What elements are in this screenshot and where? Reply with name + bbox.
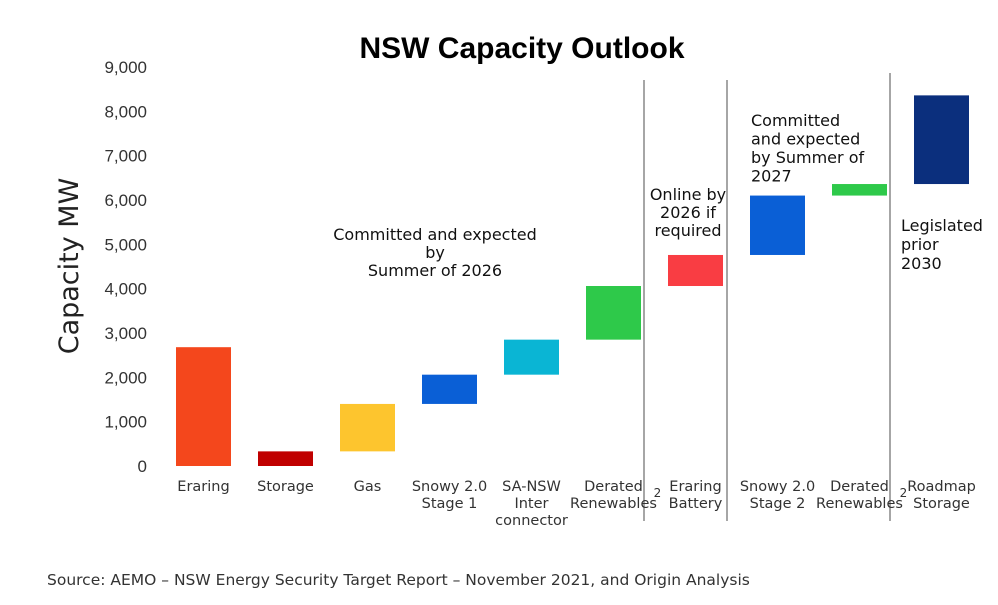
category-label: Derated (830, 479, 889, 495)
chart-title: NSW Capacity Outlook (359, 32, 684, 65)
category-label: connector (495, 513, 568, 529)
category-label: Renewables (816, 496, 903, 512)
footnote-marker: 2 (900, 486, 908, 500)
section-dividers (643, 73, 891, 521)
annotation-text: 2027 (751, 167, 792, 186)
bar (504, 339, 559, 375)
y-tick-label: 3,000 (104, 324, 147, 343)
source-note: Source: AEMO – NSW Energy Security Targe… (47, 571, 750, 589)
y-tick-label: 0 (138, 457, 147, 476)
annotation-text: required (654, 221, 721, 240)
y-tick-label: 2,000 (104, 368, 147, 387)
annotation-text: by Summer of (751, 148, 864, 167)
category-label: Renewables (570, 496, 657, 512)
y-tick-label: 6,000 (104, 191, 147, 210)
bar (258, 451, 313, 466)
footnote-marker: 2 (654, 486, 662, 500)
category-label: Battery (669, 496, 723, 512)
annotation-text: 2030 (901, 254, 942, 273)
y-axis-ticks: 0 1,000 2,000 3,000 4,000 5,000 6,000 7,000 8,00… (104, 58, 147, 476)
category-label: Stage 2 (750, 496, 806, 512)
category-label: Snowy 2.0 (412, 479, 487, 495)
annotation-text: 2026 if (660, 203, 716, 222)
annotation-text: and expected (751, 130, 860, 149)
category-label: Eraring (669, 479, 721, 495)
bar (340, 403, 395, 452)
y-tick-label: 5,000 (104, 235, 147, 254)
y-tick-label: 7,000 (104, 147, 147, 166)
annotation-text: Legislated (901, 216, 983, 235)
category-label: Roadmap (907, 479, 976, 495)
category-label: Gas (354, 479, 382, 495)
annotation-text: prior (901, 235, 939, 254)
category-label: Derated (584, 479, 643, 495)
y-axis-label: Capacity MW (54, 178, 85, 355)
bar (914, 95, 969, 185)
bars (176, 95, 969, 466)
bar (750, 195, 805, 255)
annotation-text: Summer of 2026 (368, 261, 502, 280)
category-label: Storage (257, 479, 314, 495)
y-tick-label: 4,000 (104, 280, 147, 299)
annotation-text: by (425, 243, 445, 262)
category-label: Storage (913, 496, 970, 512)
category-label: Stage 1 (422, 496, 478, 512)
category-label: Inter (514, 496, 548, 512)
annotation-text: Committed and expected (333, 225, 537, 244)
bar (176, 347, 231, 466)
y-tick-label: 8,000 (104, 102, 147, 121)
annotation-text: Committed (751, 111, 840, 130)
y-tick-label: 1,000 (104, 413, 147, 432)
y-tick-label: 9,000 (104, 58, 147, 77)
category-label: Eraring (177, 479, 229, 495)
annotation-text: Online by (650, 185, 726, 204)
bar (668, 254, 723, 287)
bar (832, 184, 887, 196)
bar (586, 286, 641, 340)
category-label: Snowy 2.0 (740, 479, 815, 495)
bar (422, 374, 477, 404)
category-label: SA-NSW (502, 479, 561, 495)
